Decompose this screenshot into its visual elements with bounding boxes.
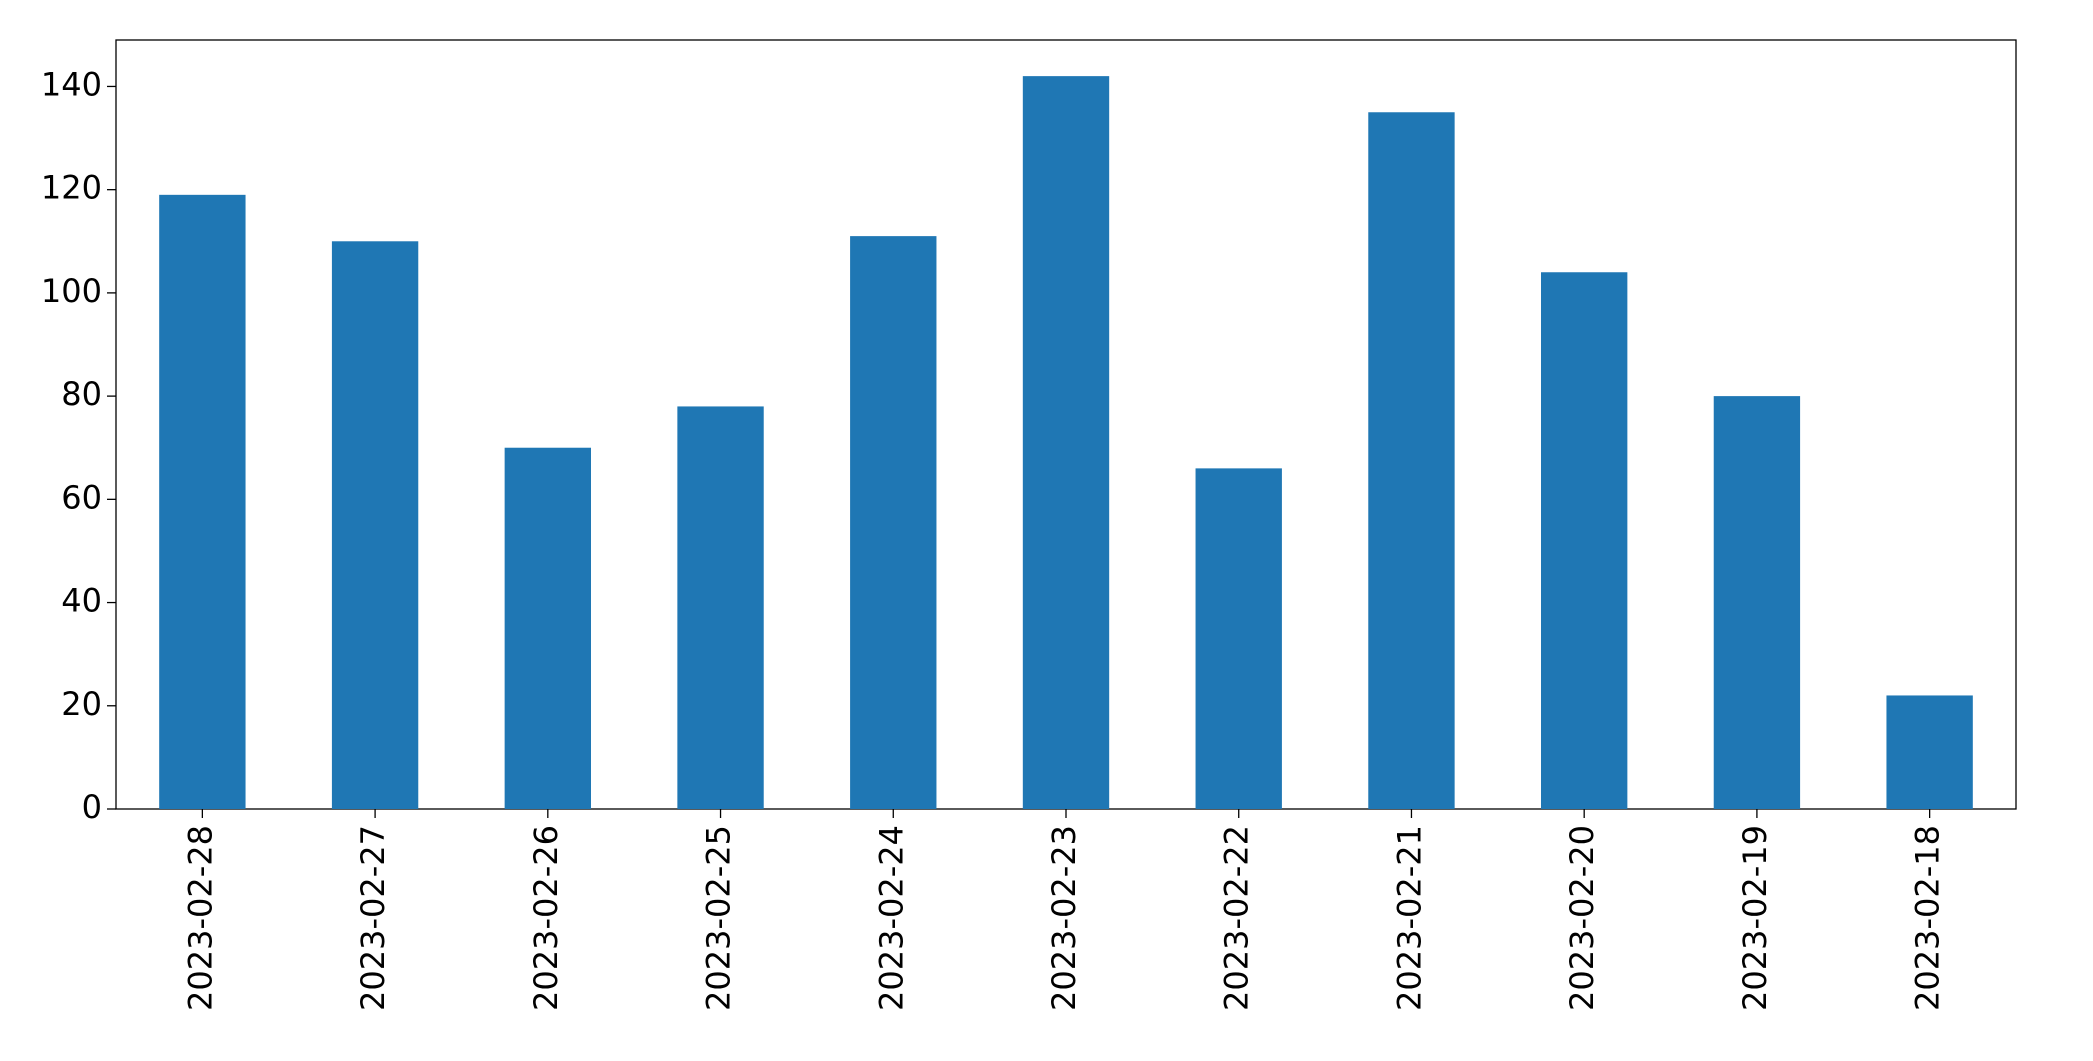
y-tick-label: 140 [41, 65, 102, 103]
x-tick-label: 2023-02-20 [1563, 825, 1601, 1011]
x-tick-label: 2023-02-23 [1045, 825, 1083, 1011]
x-tick-label: 2023-02-27 [354, 825, 392, 1011]
y-tick-label: 20 [61, 685, 102, 723]
y-tick-label: 120 [41, 169, 102, 207]
y-tick-label: 100 [41, 272, 102, 310]
x-tick-label: 2023-02-21 [1390, 825, 1428, 1011]
x-tick-label: 2023-02-25 [700, 825, 738, 1011]
x-tick-label: 2023-02-26 [527, 825, 565, 1011]
bar [331, 241, 419, 810]
x-tick-label: 2023-02-24 [872, 825, 910, 1011]
x-tick-label: 2023-02-19 [1736, 825, 1774, 1011]
bar [1022, 76, 1110, 810]
y-tick-label: 60 [61, 478, 102, 516]
bar [1368, 112, 1455, 810]
bar [159, 194, 246, 809]
bar [1541, 272, 1628, 810]
bar [1713, 396, 1801, 809]
y-tick-label: 80 [61, 375, 102, 413]
y-tick-label: 0 [82, 788, 102, 826]
x-tick-label: 2023-02-18 [1909, 825, 1947, 1011]
bar [677, 406, 764, 809]
bar [1886, 695, 1973, 809]
bar [1195, 468, 1282, 809]
x-tick-label: 2023-02-28 [181, 825, 219, 1011]
y-tick-label: 40 [61, 582, 102, 620]
x-tick-label: 2023-02-22 [1218, 825, 1256, 1011]
bar [850, 236, 937, 810]
bar [504, 447, 591, 809]
